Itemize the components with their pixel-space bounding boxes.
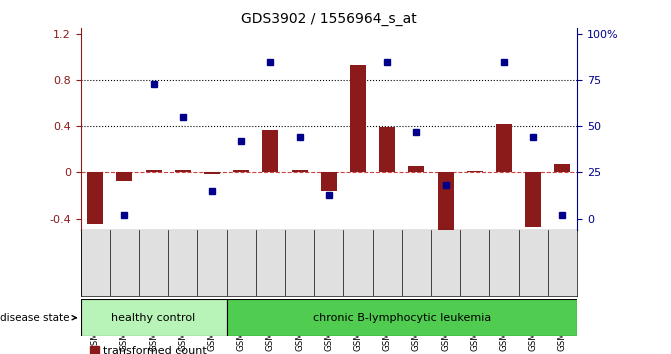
- Bar: [350, 65, 366, 172]
- Bar: [554, 164, 570, 172]
- Text: transformed count: transformed count: [103, 346, 207, 354]
- Bar: [227, 299, 577, 336]
- Bar: [81, 299, 227, 336]
- Bar: [291, 170, 307, 172]
- Bar: [91, 346, 99, 354]
- Bar: [525, 172, 541, 227]
- Text: disease state: disease state: [0, 313, 76, 323]
- Title: GDS3902 / 1556964_s_at: GDS3902 / 1556964_s_at: [241, 12, 417, 26]
- Bar: [146, 170, 162, 172]
- Bar: [262, 130, 278, 172]
- Bar: [174, 170, 191, 172]
- Bar: [233, 170, 249, 172]
- Text: healthy control: healthy control: [111, 313, 196, 323]
- Text: chronic B-lymphocytic leukemia: chronic B-lymphocytic leukemia: [313, 313, 491, 323]
- Bar: [116, 172, 132, 181]
- Bar: [321, 172, 337, 191]
- Bar: [379, 127, 395, 172]
- Bar: [87, 172, 103, 224]
- Bar: [437, 172, 454, 233]
- Bar: [204, 172, 220, 173]
- Bar: [496, 124, 512, 172]
- Bar: [409, 166, 425, 172]
- Bar: [467, 171, 483, 172]
